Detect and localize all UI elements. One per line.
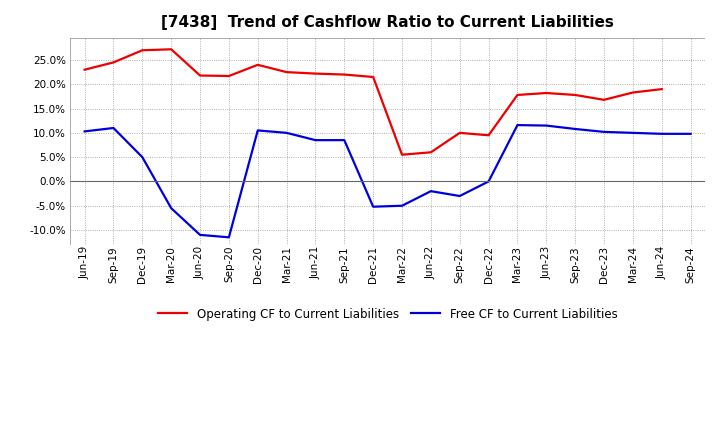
Operating CF to Current Liabilities xyxy=(282,70,291,75)
Free CF to Current Liabilities xyxy=(456,193,464,198)
Operating CF to Current Liabilities xyxy=(167,47,176,52)
Free CF to Current Liabilities xyxy=(167,205,176,211)
Free CF to Current Liabilities xyxy=(686,131,695,136)
Operating CF to Current Liabilities xyxy=(629,90,637,95)
Free CF to Current Liabilities xyxy=(253,128,262,133)
Free CF to Current Liabilities xyxy=(282,130,291,136)
Operating CF to Current Liabilities xyxy=(397,152,406,158)
Free CF to Current Liabilities xyxy=(225,235,233,240)
Operating CF to Current Liabilities xyxy=(657,87,666,92)
Operating CF to Current Liabilities xyxy=(311,71,320,76)
Free CF to Current Liabilities xyxy=(629,130,637,136)
Free CF to Current Liabilities xyxy=(513,122,522,128)
Operating CF to Current Liabilities xyxy=(109,60,118,65)
Operating CF to Current Liabilities xyxy=(225,73,233,79)
Operating CF to Current Liabilities xyxy=(340,72,348,77)
Legend: Operating CF to Current Liabilities, Free CF to Current Liabilities: Operating CF to Current Liabilities, Fre… xyxy=(153,303,622,326)
Free CF to Current Liabilities xyxy=(397,203,406,209)
Free CF to Current Liabilities xyxy=(426,188,435,194)
Free CF to Current Liabilities xyxy=(369,204,377,209)
Free CF to Current Liabilities xyxy=(340,138,348,143)
Operating CF to Current Liabilities xyxy=(571,92,580,98)
Free CF to Current Liabilities xyxy=(196,232,204,238)
Operating CF to Current Liabilities xyxy=(253,62,262,67)
Free CF to Current Liabilities xyxy=(485,179,493,184)
Operating CF to Current Liabilities xyxy=(196,73,204,78)
Operating CF to Current Liabilities xyxy=(600,97,608,103)
Operating CF to Current Liabilities xyxy=(542,90,551,95)
Operating CF to Current Liabilities xyxy=(456,130,464,136)
Free CF to Current Liabilities xyxy=(138,154,147,160)
Operating CF to Current Liabilities xyxy=(485,132,493,138)
Operating CF to Current Liabilities xyxy=(138,48,147,53)
Free CF to Current Liabilities xyxy=(542,123,551,128)
Free CF to Current Liabilities xyxy=(600,129,608,135)
Operating CF to Current Liabilities xyxy=(513,92,522,98)
Title: [7438]  Trend of Cashflow Ratio to Current Liabilities: [7438] Trend of Cashflow Ratio to Curren… xyxy=(161,15,614,30)
Free CF to Current Liabilities xyxy=(109,125,118,131)
Operating CF to Current Liabilities xyxy=(369,74,377,80)
Free CF to Current Liabilities xyxy=(81,129,89,134)
Free CF to Current Liabilities xyxy=(571,126,580,132)
Operating CF to Current Liabilities xyxy=(81,67,89,72)
Operating CF to Current Liabilities xyxy=(426,150,435,155)
Line: Free CF to Current Liabilities: Free CF to Current Liabilities xyxy=(85,125,690,237)
Line: Operating CF to Current Liabilities: Operating CF to Current Liabilities xyxy=(85,49,662,155)
Free CF to Current Liabilities xyxy=(311,138,320,143)
Free CF to Current Liabilities xyxy=(657,131,666,136)
